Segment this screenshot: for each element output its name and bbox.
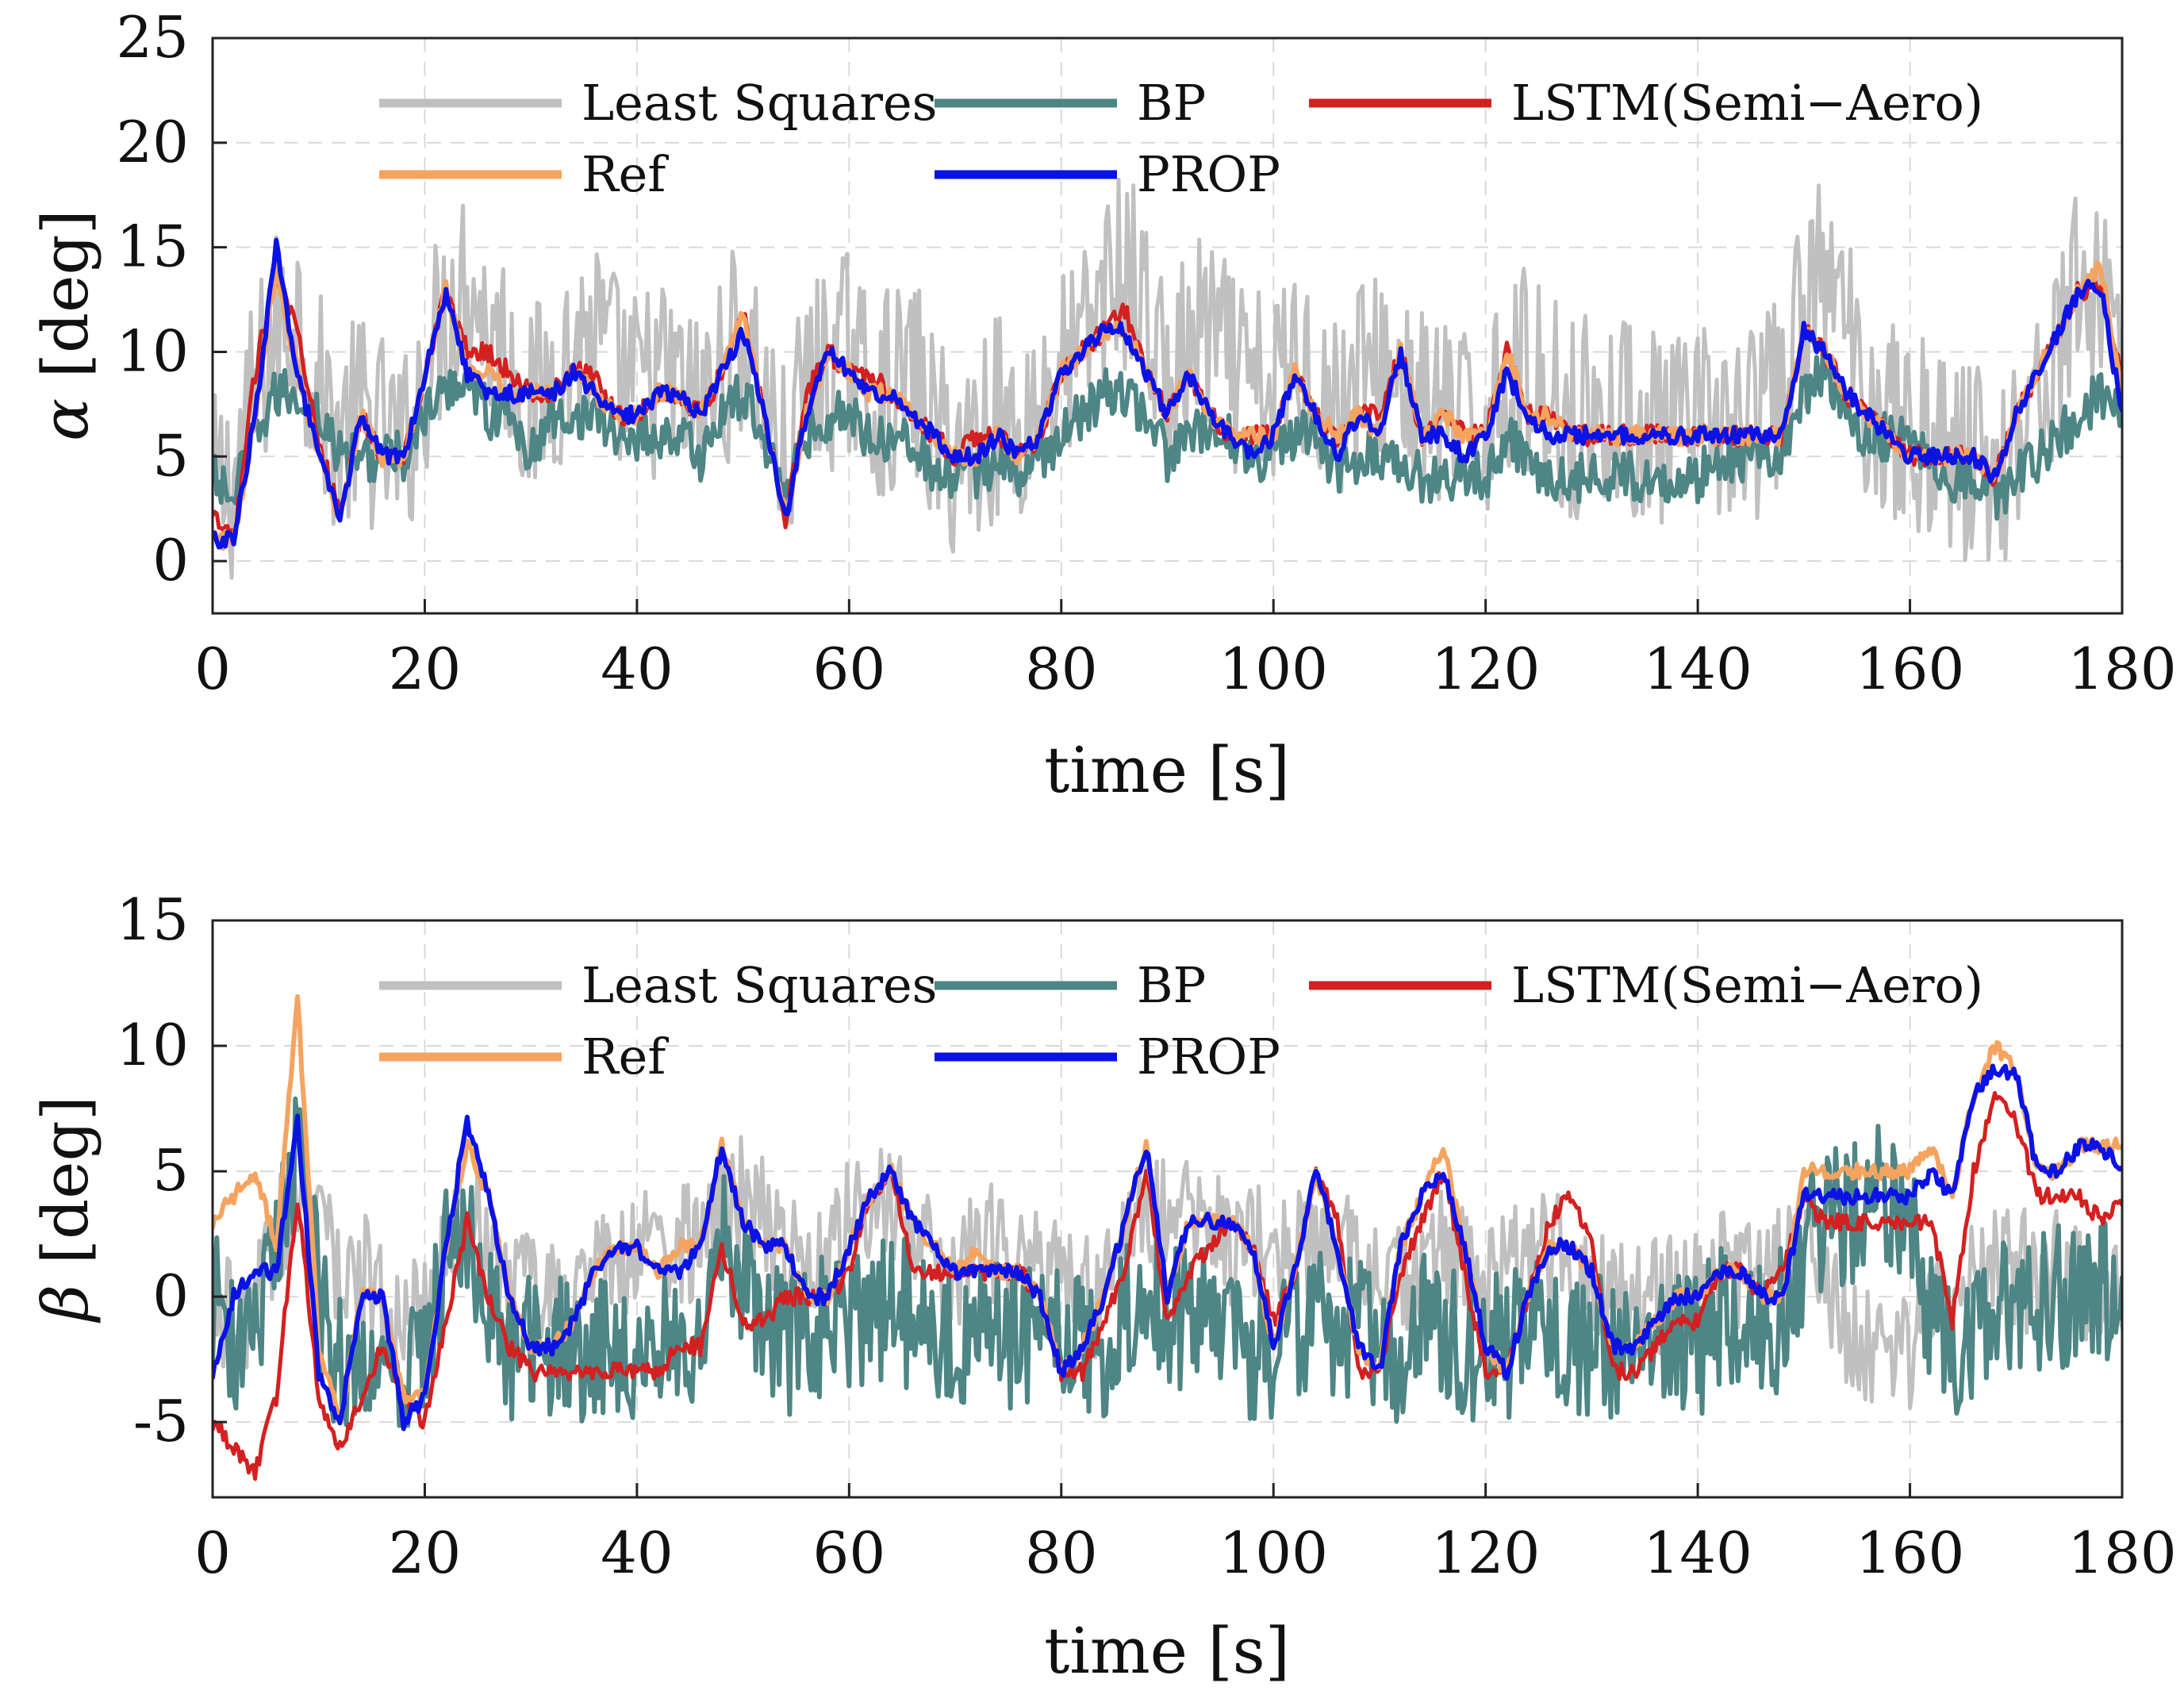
alpha-ylabel: α [deg] (29, 209, 102, 441)
alpha-xtick-label: 80 (1025, 636, 1098, 702)
beta-legend-label-ref: Ref (582, 1028, 669, 1085)
alpha-xtick-label: 40 (601, 636, 674, 702)
alpha-series (213, 177, 2122, 580)
alpha-legend-label-least-squares: Least Squares (582, 74, 937, 132)
alpha-xtick-label: 20 (389, 636, 462, 702)
alpha-ytick-label: 0 (152, 527, 189, 594)
beta-xtick-label: 0 (194, 1520, 231, 1586)
beta-legend: Least Squares BP LSTM(Semi−Aero) Ref PROP (379, 956, 1983, 1085)
beta-ytick-label: -5 (133, 1388, 189, 1454)
alpha-xtick-label: 160 (1856, 636, 1964, 702)
beta-legend-label-least-squares: Least Squares (582, 956, 937, 1014)
beta-xtick-label: 80 (1025, 1520, 1098, 1586)
alpha-ytick-label: 10 (116, 317, 189, 384)
alpha-legend-label-bp: BP (1137, 74, 1206, 132)
beta-legend-label-bp: BP (1137, 956, 1206, 1014)
alpha-ytick-label: 20 (116, 109, 189, 175)
alpha-xtick-label: 0 (194, 636, 231, 702)
alpha-ytick-label: 25 (116, 4, 189, 71)
alpha-series-prop (213, 237, 2122, 550)
alpha-xtick-label: 140 (1643, 636, 1752, 702)
alpha-axes-frame (211, 37, 2124, 615)
beta-ytick-label: 5 (152, 1137, 189, 1204)
beta-xtick-label: 160 (1856, 1520, 1964, 1586)
alpha-xtick-label: 180 (2067, 636, 2176, 702)
beta-xtick-label: 140 (1643, 1520, 1752, 1586)
beta-xtick-label: 180 (2067, 1520, 2176, 1586)
beta-ytick-label: 10 (116, 1012, 189, 1078)
alpha-xtick-label: 100 (1219, 636, 1328, 702)
alpha-xtick-label: 120 (1431, 636, 1540, 702)
alpha-ticks: 0 20 40 60 80 100 120 140 160 180 0 5 10 15 20 25 (116, 4, 2176, 702)
alpha-plot: 0 20 40 60 80 100 120 140 160 180 0 5 10 15 20 25 Least… (29, 4, 2177, 807)
beta-axes-frame (211, 919, 2124, 1499)
beta-xlabel: time [s] (1044, 1614, 1290, 1688)
beta-xtick-label: 120 (1431, 1520, 1540, 1586)
alpha-ylabel-unit: [deg] (29, 209, 102, 378)
beta-series-prop (213, 1063, 2122, 1431)
beta-ylabel: β [deg] (29, 1096, 102, 1324)
beta-ytick-label: 0 (152, 1262, 189, 1329)
alpha-ylabel-symbol: α (29, 398, 102, 441)
beta-series (213, 994, 2122, 1481)
alpha-ytick-label: 15 (116, 213, 189, 280)
alpha-ytick-label: 5 (152, 422, 189, 489)
beta-xtick-label: 20 (389, 1520, 462, 1586)
alpha-legend: Least Squares BP LSTM(Semi−Aero) Ref PROP (379, 74, 1983, 203)
beta-xtick-label: 60 (813, 1520, 886, 1586)
beta-ylabel-unit: [deg] (29, 1096, 102, 1264)
alpha-series-bp (213, 348, 2122, 521)
alpha-legend-label-prop: PROP (1137, 145, 1280, 203)
beta-ytick-label: 15 (116, 886, 189, 953)
alpha-legend-label-lstm-semi-aero: LSTM(Semi−Aero) (1511, 74, 1983, 132)
alpha-xtick-label: 60 (813, 636, 886, 702)
beta-legend-label-prop: PROP (1137, 1028, 1280, 1085)
beta-xtick-label: 40 (601, 1520, 674, 1586)
beta-xtick-label: 100 (1219, 1520, 1328, 1586)
alpha-xlabel: time [s] (1044, 733, 1290, 807)
alpha-series-least-squares (213, 177, 2122, 580)
beta-legend-label-lstm-semi-aero: LSTM(Semi−Aero) (1511, 956, 1983, 1014)
beta-ylabel-symbol: β (29, 1285, 102, 1324)
alpha-legend-label-ref: Ref (582, 145, 669, 203)
